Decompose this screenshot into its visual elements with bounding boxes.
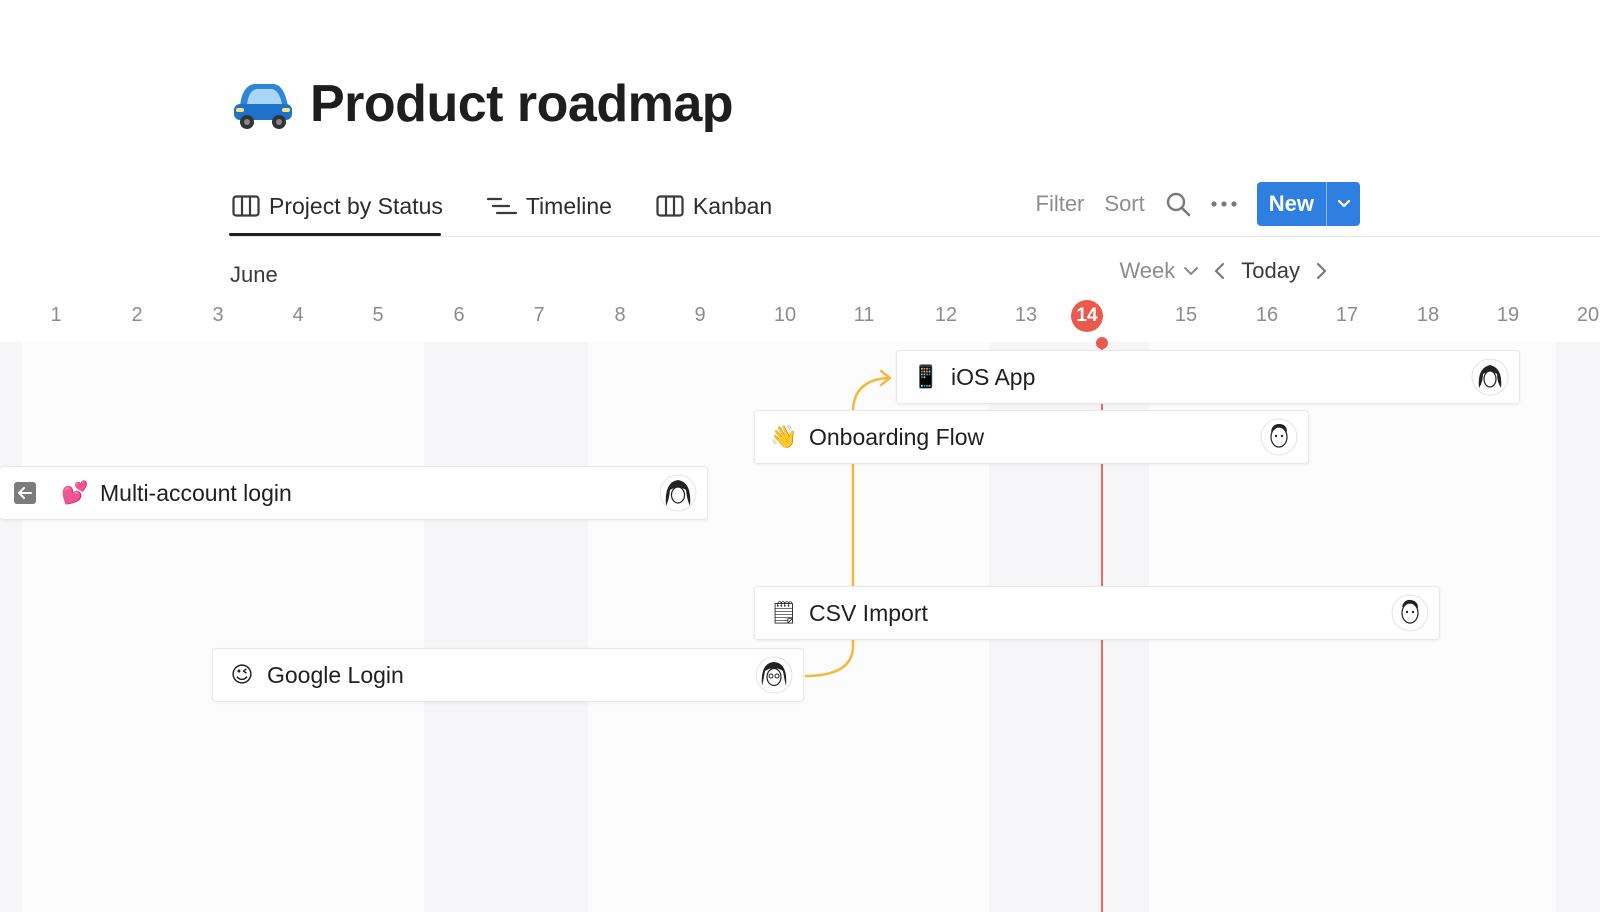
avatar-icon (659, 474, 697, 512)
day-label: 5 (372, 304, 384, 326)
chevron-left-icon[interactable] (1213, 261, 1227, 281)
item-label: iOS App (951, 363, 1036, 390)
chevron-down-icon[interactable] (1326, 182, 1360, 226)
tabs-divider (230, 236, 1600, 237)
today-button[interactable]: Today (1241, 258, 1300, 283)
tab-label: Timeline (525, 192, 612, 219)
chevron-right-icon[interactable] (1314, 261, 1328, 281)
week-selector[interactable]: Week (1119, 258, 1199, 284)
arrow-left-icon[interactable] (14, 482, 36, 504)
timeline-item-ios-app[interactable]: 📱 iOS App (896, 350, 1520, 404)
item-label: CSV Import (809, 599, 928, 626)
item-label: Google Login (267, 661, 404, 688)
new-button[interactable]: New (1268, 191, 1314, 216)
item-label: Onboarding Flow (809, 423, 985, 450)
item-label: Multi-account login (100, 479, 292, 506)
day-label: 9 (694, 304, 706, 326)
day-label: 4 (292, 304, 304, 326)
today-day-marker: 14 (1071, 300, 1103, 332)
board-icon (232, 195, 260, 217)
today-dot (1096, 337, 1108, 349)
timeline-item-multi-account-login[interactable]: 💕 Multi-account login (0, 466, 708, 520)
board-icon (656, 195, 684, 217)
day-label: 13 (1014, 304, 1038, 326)
day-label: 17 (1335, 304, 1359, 326)
tab-kanban[interactable]: Kanban (656, 182, 772, 230)
timeline-item-onboarding-flow[interactable]: 👋 Onboarding Flow (754, 410, 1309, 464)
day-label: 19 (1496, 304, 1520, 326)
day-label: 11 (853, 304, 875, 326)
day-label: 3 (212, 304, 224, 326)
more-icon[interactable] (1211, 200, 1237, 208)
filter-button[interactable]: Filter (1035, 191, 1085, 216)
sort-button[interactable]: Sort (1104, 191, 1145, 216)
tab-label: Project by Status (269, 192, 443, 219)
tab-project-by-status[interactable]: Project by Status (229, 182, 443, 236)
chevron-down-icon (1184, 267, 1199, 275)
day-label: 10 (773, 304, 797, 326)
winking-face-icon: 😉 (230, 662, 254, 687)
toolbar: Filter Sort New (1035, 182, 1360, 226)
weekend-column (424, 342, 588, 912)
phone-icon: 📱 (912, 364, 940, 389)
weekend-column (0, 342, 22, 912)
two-hearts-icon: 💕 (61, 480, 89, 505)
day-label: 16 (1255, 304, 1279, 326)
timeline-item-csv-import[interactable]: 🗒 CSV Import (754, 586, 1440, 640)
view-tabs: Project by Status Timeline Kanban (229, 182, 816, 236)
timeline-item-google-login[interactable]: 😉 Google Login (212, 648, 804, 702)
day-label: 7 (533, 304, 545, 326)
waving-hand-icon: 👋 (770, 424, 798, 449)
day-label: 12 (934, 304, 958, 326)
day-label: 8 (614, 304, 626, 326)
tab-label: Kanban (692, 192, 773, 219)
avatar-icon (755, 656, 793, 694)
day-label: 15 (1174, 304, 1198, 326)
day-label: 18 (1416, 304, 1440, 326)
avatar-icon (1471, 358, 1509, 396)
timeline-view-controls: Week Today (1119, 254, 1328, 288)
avatar-icon (1260, 418, 1298, 456)
month-label: June (230, 262, 278, 287)
car-icon (234, 84, 292, 129)
new-button-group: New (1256, 182, 1360, 226)
list-icon (486, 197, 517, 215)
week-label: Week (1119, 258, 1176, 283)
page-header: Product roadmap (230, 66, 734, 142)
search-icon[interactable] (1165, 191, 1191, 217)
day-label: 1 (50, 304, 62, 326)
avatar-icon (1391, 594, 1429, 632)
day-label: 2 (131, 304, 143, 326)
weekend-column (1556, 342, 1600, 912)
tab-timeline[interactable]: Timeline (486, 182, 612, 230)
day-label: 6 (453, 304, 465, 326)
note-icon: 🗒 (770, 600, 798, 625)
page-title: Product roadmap (310, 75, 734, 133)
day-label: 20 (1576, 304, 1600, 326)
